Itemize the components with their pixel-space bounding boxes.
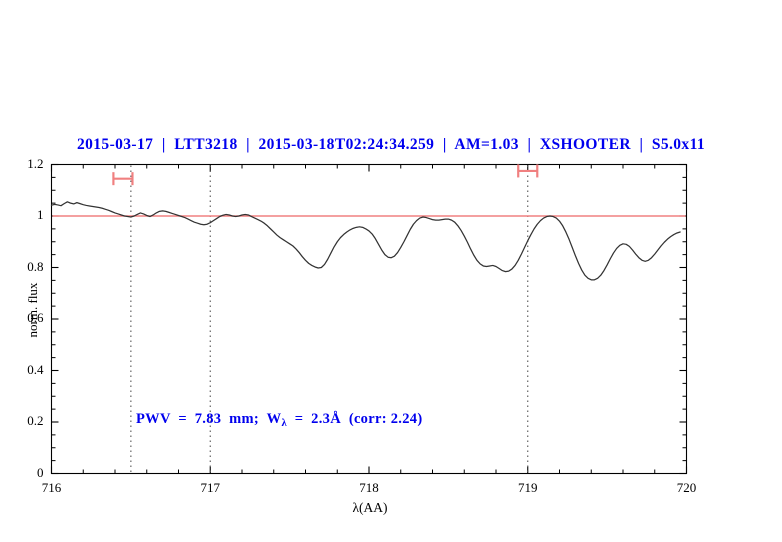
y-tick-label: 1 xyxy=(37,207,44,222)
y-tick-label: 0.4 xyxy=(27,361,44,377)
bracket-right xyxy=(517,164,539,178)
x-tick-label: 718 xyxy=(359,479,379,495)
y-tick-label: 0 xyxy=(37,464,44,480)
y-tick-label: 0.6 xyxy=(27,310,44,325)
x-axis-label: λ(AA) xyxy=(352,500,388,515)
x-tick-label: 719 xyxy=(518,479,538,495)
annotation-lambda-subscript: λ xyxy=(281,418,287,429)
x-tick-label: 720 xyxy=(676,479,697,495)
y-tick-label: 0.2 xyxy=(27,413,44,428)
annotation-suffix: = 2.3Å (corr: 2.24) xyxy=(286,411,423,427)
annotation-prefix: PWV = 7.83 mm; W xyxy=(136,411,282,427)
x-tick-label: 716 xyxy=(41,479,62,495)
y-tick-label: 0.8 xyxy=(27,258,44,274)
x-tick-label: 717 xyxy=(200,479,221,495)
y-tick-label: 1.2 xyxy=(27,155,44,171)
pwv-annotation: PWV = 7.83 mm; Wλ = 2.3Å (corr: 2.24) xyxy=(136,411,423,429)
bracket-left xyxy=(112,172,134,186)
spectrum-line-0 xyxy=(50,201,681,281)
plot-title: 2015-03-17 | LTT3218 | 2015-03-18T02:24:… xyxy=(76,136,706,153)
